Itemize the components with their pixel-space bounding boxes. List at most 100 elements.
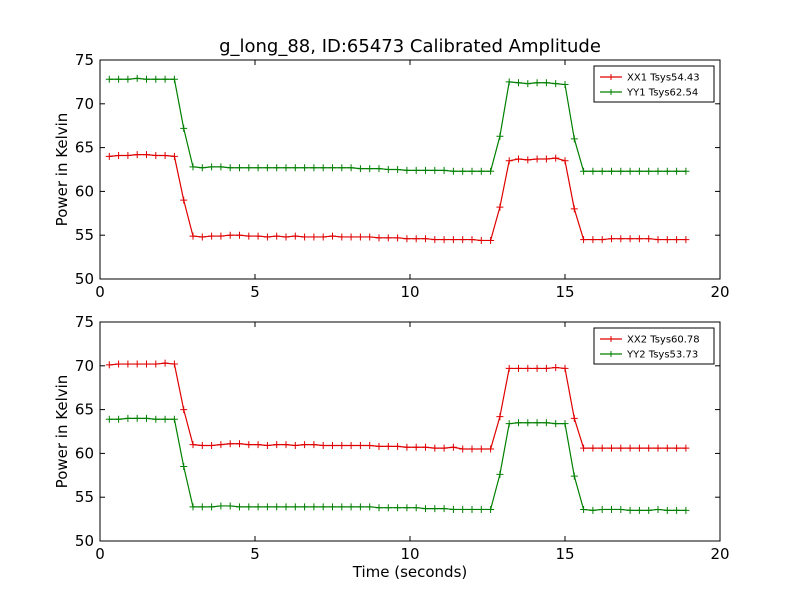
data-point — [663, 236, 671, 244]
y-tick-label: 75 — [75, 51, 94, 69]
data-point — [329, 164, 336, 172]
data-point — [366, 503, 374, 511]
data-point — [403, 504, 411, 512]
x-tick-label: 20 — [710, 545, 729, 563]
data-point — [673, 506, 681, 514]
data-point — [589, 444, 597, 452]
data-point — [273, 232, 281, 240]
y-tick-label: 70 — [75, 357, 94, 375]
y-axis-label: Power in Kelvin — [53, 113, 71, 227]
chart-panel-2: 0 5 10 15 20 50 55 60 65 70 75 Power in Kelvin Time … — [53, 313, 730, 581]
data-point — [208, 232, 216, 240]
data-point — [635, 167, 643, 175]
legend-label: XX2 Tsys60.78 — [627, 335, 700, 346]
data-point — [617, 444, 625, 452]
data-point — [356, 503, 364, 511]
data-point — [412, 166, 420, 174]
data-point — [236, 231, 243, 239]
data-point — [459, 445, 467, 453]
data-point — [226, 231, 234, 239]
data-point — [468, 505, 476, 513]
y-tick-label: 55 — [75, 488, 94, 506]
data-point — [198, 442, 206, 450]
data-point — [477, 236, 485, 244]
data-point — [375, 234, 383, 242]
data-point — [542, 364, 550, 372]
data-point — [394, 166, 402, 173]
data-point — [217, 232, 225, 240]
data-point — [152, 415, 160, 423]
data-point — [356, 233, 364, 241]
chart-panel-1: g_long_88, ID:65473 Calibrated Amplitude… — [53, 36, 730, 301]
y-tick-label: 70 — [75, 95, 94, 113]
data-point — [124, 360, 132, 368]
data-point — [347, 164, 355, 172]
data-point — [496, 132, 504, 140]
data-point — [273, 441, 281, 449]
data-point — [375, 504, 383, 512]
data-point — [263, 442, 271, 450]
data-point — [338, 164, 346, 172]
data-point — [375, 165, 383, 173]
chart-title: g_long_88, ID:65473 Calibrated Amplitude — [219, 36, 601, 57]
data-point — [115, 360, 123, 368]
data-point — [440, 166, 448, 174]
data-point — [226, 502, 234, 510]
data-point — [208, 442, 216, 450]
data-point — [217, 163, 225, 171]
data-point — [617, 505, 625, 513]
legend-label: YY1 Tsys62.54 — [626, 88, 698, 99]
data-point — [552, 364, 560, 372]
data-point — [598, 167, 606, 175]
data-point — [505, 78, 513, 86]
data-point — [524, 419, 532, 427]
data-point — [617, 167, 625, 175]
data-point — [152, 75, 160, 83]
data-point — [245, 441, 253, 449]
data-point — [338, 503, 346, 511]
series-2 — [105, 74, 690, 175]
data-point — [422, 505, 429, 513]
data-point — [440, 505, 448, 513]
data-point — [273, 164, 281, 172]
data-point — [580, 505, 588, 513]
data-point — [115, 75, 123, 83]
data-point — [505, 420, 513, 428]
legend-box — [593, 65, 715, 103]
data-point — [412, 443, 420, 451]
data-point — [403, 166, 411, 174]
data-point — [431, 166, 439, 174]
data-point — [356, 165, 364, 173]
data-point — [682, 506, 690, 514]
data-point — [226, 164, 234, 172]
data-point — [170, 360, 178, 368]
data-point — [422, 235, 429, 243]
x-tick-label: 15 — [555, 545, 574, 563]
data-point — [635, 235, 643, 243]
data-point — [236, 503, 243, 511]
data-point — [226, 440, 234, 448]
data-point — [245, 503, 253, 511]
data-point — [663, 506, 671, 514]
data-point — [152, 151, 160, 159]
data-point — [580, 444, 588, 452]
data-point — [654, 167, 662, 175]
data-point — [654, 444, 662, 452]
data-point — [552, 80, 560, 88]
data-point — [105, 152, 113, 160]
data-point — [180, 406, 188, 414]
data-point — [589, 506, 597, 514]
data-point — [301, 441, 309, 449]
data-point — [115, 151, 123, 159]
data-point — [198, 233, 206, 241]
data-point — [384, 234, 392, 242]
data-point — [394, 504, 402, 512]
data-point — [524, 156, 532, 164]
data-point — [263, 164, 271, 172]
data-point — [375, 442, 383, 450]
legend-marker — [608, 74, 614, 80]
data-point — [319, 503, 327, 511]
data-point — [254, 232, 262, 240]
data-point — [645, 444, 653, 452]
data-point — [673, 444, 681, 452]
